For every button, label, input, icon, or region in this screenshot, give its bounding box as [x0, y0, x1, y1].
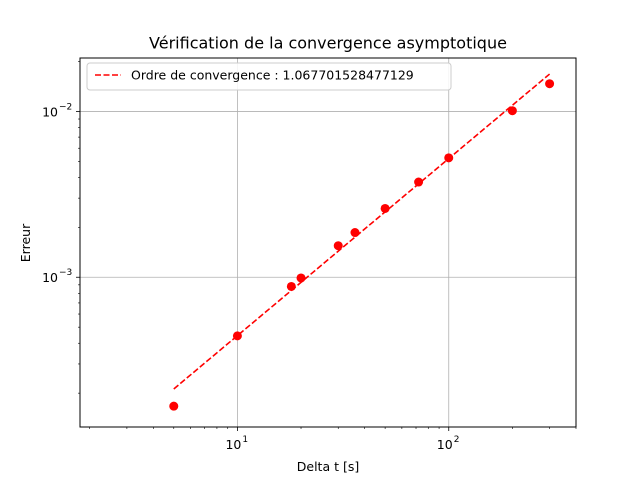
y-tick-label-exponent: −3	[59, 268, 72, 278]
data-points-layer	[169, 79, 555, 411]
data-point	[169, 401, 179, 411]
data-point	[350, 228, 360, 238]
x-tick-label: 10	[225, 437, 241, 452]
data-point	[296, 273, 306, 283]
data-point	[444, 153, 454, 163]
x-axis-ticks: 10 1 10 2	[89, 427, 577, 452]
plot-frame	[79, 57, 577, 428]
legend: Ordre de convergence : 1.067701528477129	[86, 62, 452, 91]
legend-box	[86, 62, 452, 91]
legend-entry-label: Ordre de convergence : 1.067701528477129	[131, 68, 414, 83]
y-tick-label: 10	[42, 104, 58, 119]
gridlines	[80, 58, 576, 427]
x-axis-label: Delta t [s]	[297, 459, 359, 474]
y-axis-ticks: 10−310−2	[42, 61, 80, 394]
x-tick-label: 10	[437, 437, 453, 452]
y-axis-label: Erreur	[18, 223, 33, 262]
data-point	[414, 177, 424, 187]
data-point	[333, 241, 343, 251]
chart-title: Vérification de la convergence asymptoti…	[149, 34, 507, 53]
x-tick-label-exponent: 2	[454, 435, 460, 445]
data-point	[507, 106, 517, 116]
data-point	[380, 203, 390, 213]
x-tick-label-exponent: 1	[242, 435, 248, 445]
data-point	[286, 281, 296, 291]
y-tick-label: 10	[42, 270, 58, 285]
data-point	[232, 331, 242, 341]
y-tick-label-exponent: −2	[59, 102, 72, 112]
data-point	[545, 79, 555, 89]
